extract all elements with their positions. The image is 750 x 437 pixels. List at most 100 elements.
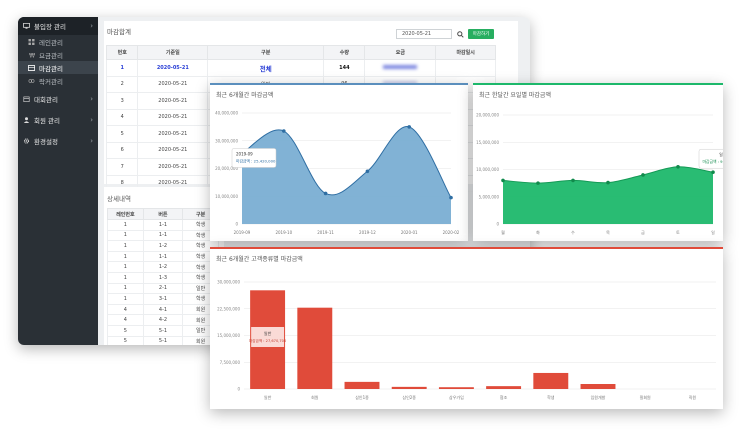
table-row[interactable]: 5 5-1 일반 [107, 324, 219, 337]
table-row[interactable]: 4 4-2 회원 [107, 314, 219, 326]
y-tick-label: 20,000,000 [215, 166, 238, 171]
chevron-right-icon: › [90, 116, 93, 124]
weekday-chart-title: 최근 한달간 요일별 마감금액 [479, 92, 551, 99]
calendar-icon [23, 96, 30, 102]
sidebar-item-label: 락커관리 [39, 77, 63, 86]
table-cell: 3 [105, 92, 139, 110]
tooltip-title: 2019-09 [236, 151, 253, 156]
data-point [606, 180, 610, 185]
column-header: 레인번호 [107, 208, 144, 220]
sidebar-item-6[interactable]: 회원 관리 › [18, 111, 98, 129]
grid-icon [28, 38, 35, 45]
column-header: 구분 [207, 45, 325, 60]
sidebar-item-0[interactable]: 불입장 관리 › [18, 17, 98, 35]
table-row[interactable]: 1 2020-05-21 전체 144 [105, 59, 496, 77]
table-row[interactable]: 1 1-1 학생 [107, 250, 219, 263]
y-tick-label: 5,000,000 [479, 194, 500, 199]
table-cell: 5 [107, 335, 144, 345]
table-cell: 5-1 [142, 324, 184, 337]
table-cell: 5 [105, 125, 139, 143]
table-cell [364, 59, 437, 77]
bar [297, 307, 333, 389]
data-point [676, 164, 680, 169]
search-icon [456, 30, 464, 38]
tooltip-box [231, 148, 277, 168]
table-cell: 1 [107, 219, 144, 231]
sidebar-item-4[interactable]: 락커관리 [18, 74, 98, 87]
table-cell: 1 [107, 293, 144, 305]
table-cell: 1-1 [142, 250, 184, 263]
x-tick-label: 토 [676, 230, 680, 235]
y-tick-label: 15,000,000 [476, 140, 499, 145]
data-point [365, 169, 370, 174]
sidebar-item-1[interactable]: 레인관리 [18, 35, 98, 48]
table-cell: 2020-05-21 [137, 108, 209, 126]
table-cell: 1 [107, 282, 144, 295]
table-row[interactable]: 1 1-1 학생 [107, 229, 219, 242]
x-tick-label: 2019-10 [275, 230, 292, 235]
x-tick-label: 일반 [264, 394, 272, 400]
weekday-chart: 0 5,000,000 10,000,000 15,000,000 20,000,000… [476, 113, 723, 235]
table-row[interactable]: 1 1-3 학생 [107, 271, 219, 284]
table-row[interactable]: 1 2-1 일반 [107, 282, 219, 295]
table-cell: 1-1 [142, 219, 184, 231]
y-tick-label: 40,000,000 [215, 111, 238, 116]
x-tick-label: 2019-11 [317, 230, 334, 235]
monthly-chart: 0 10,000,000 20,000,000 30,000,000 40,000,00… [215, 111, 460, 236]
x-tick-label: 목 [606, 230, 610, 235]
monthly-chart-title: 최근 6개월간 마감금액 [216, 92, 274, 99]
table-cell: 2020-05-21 [137, 141, 209, 159]
table-cell: 4 [107, 303, 144, 316]
chevron-right-icon: › [90, 22, 93, 30]
y-tick-label: 10,000,000 [476, 167, 499, 172]
date-input[interactable]: 2020-05-21 [396, 29, 452, 39]
close-button[interactable]: 마감하기 [468, 29, 494, 39]
table-row[interactable]: 4 4-1 회원 [107, 303, 219, 316]
x-tick-label: 월 [501, 229, 505, 235]
tooltip-text: 마감금액 : 27,670,700 [249, 338, 287, 343]
table-row[interactable]: 1 1-2 학생 [107, 261, 219, 273]
table-cell: 1 [107, 229, 144, 242]
table-cell: 4-2 [142, 314, 184, 326]
bar [344, 381, 380, 389]
search-button[interactable] [455, 29, 465, 39]
x-tick-label: 금 [641, 230, 645, 235]
table-cell: 4 [105, 108, 139, 126]
gear-icon [23, 138, 30, 144]
card-icon [27, 64, 36, 71]
table-cell: 1 [105, 59, 139, 77]
table-cell: 1 [107, 250, 144, 263]
table-cell: 5-1 [142, 335, 184, 345]
bar [391, 386, 427, 389]
data-point [449, 195, 453, 200]
sidebar-item-label: 불입장 관리 [34, 23, 66, 31]
column-header: 요금 [364, 45, 437, 60]
sidebar-item-5[interactable]: 대회관리 › [18, 90, 98, 108]
bar [533, 372, 569, 389]
sidebar-item-label: 마감관리 [39, 64, 63, 73]
table-cell: 1-3 [142, 271, 184, 284]
monthly-chart-card: 최근 6개월간 마감금액 0 10,000,000 20,000,000 30,000… [210, 83, 468, 241]
x-tick-label: 학생 [547, 394, 555, 400]
x-tick-label: 회원 [311, 394, 319, 400]
sidebar-item-7[interactable]: 환경설정 › [18, 132, 98, 150]
table-cell: 전체 [207, 59, 325, 77]
area-fill [242, 126, 451, 224]
tooltip-box [251, 327, 285, 347]
redacted-amount [383, 64, 418, 69]
data-point [571, 178, 575, 183]
user-icon [23, 117, 30, 123]
x-tick-label: 삼인2종 [402, 394, 416, 400]
y-tick-label: 20,000,000 [476, 113, 499, 118]
table-row[interactable]: 1 3-1 학생 [107, 293, 219, 305]
data-point [323, 191, 328, 196]
table-cell: 3-1 [142, 293, 184, 305]
table-row[interactable]: 1 1-1 학생 [107, 219, 219, 231]
table-row[interactable]: 1 1-2 학생 [107, 240, 219, 252]
sidebar-item-2[interactable]: ₩ 요금관리 [18, 48, 98, 61]
sidebar-item-3[interactable]: 마감관리 [18, 61, 98, 74]
chevron-right-icon: › [90, 137, 93, 145]
table-row[interactable]: 5 5-1 회원 [107, 335, 219, 345]
y-tick-label: 22,500,000 [217, 306, 240, 311]
x-tick-label: 2020-02 [443, 230, 460, 235]
